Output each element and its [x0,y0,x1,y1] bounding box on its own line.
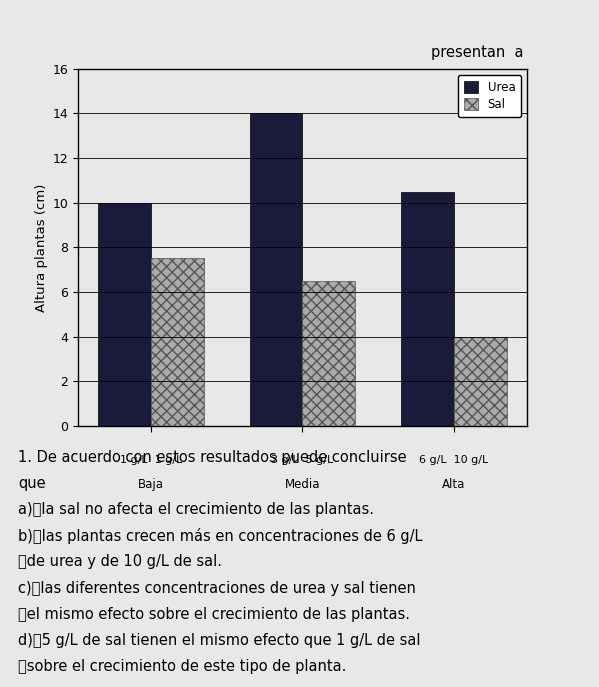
Bar [98,203,151,426]
Bar [401,192,454,426]
Bar [454,337,507,426]
Text: 1. De acuerdo con estos resultados puede concluirse: 1. De acuerdo con estos resultados puede… [18,450,407,465]
Text: el mismo efecto sobre el crecimiento de las plantas.: el mismo efecto sobre el crecimiento de … [18,607,410,622]
Text: b)	las plantas crecen más en concentraciones de 6 g/L: b) las plantas crecen más en concentraci… [18,528,422,544]
Text: sobre el crecimiento de este tipo de planta.: sobre el crecimiento de este tipo de pla… [18,659,346,674]
Text: 3 g/L  5 g/L: 3 g/L 5 g/L [271,455,334,464]
Text: Alta: Alta [442,477,465,491]
Text: 6 g/L  10 g/L: 6 g/L 10 g/L [419,455,488,464]
Text: 1 g/L  1 g/L: 1 g/L 1 g/L [120,455,182,464]
Text: a)	la sal no afecta el crecimiento de las plantas.: a) la sal no afecta el crecimiento de la… [18,502,374,517]
Text: Baja: Baja [138,477,164,491]
Text: d)	5 g/L de sal tienen el mismo efecto que 1 g/L de sal: d) 5 g/L de sal tienen el mismo efecto q… [18,633,420,648]
Bar [250,113,302,426]
Bar [151,258,204,426]
Text: que: que [18,476,46,491]
Text: presentan  a: presentan a [431,45,524,60]
Text: c)	las diferentes concentraciones de urea y sal tienen: c) las diferentes concentraciones de ure… [18,581,416,596]
Text: de urea y de 10 g/L de sal.: de urea y de 10 g/L de sal. [18,554,222,570]
Text: Media: Media [285,477,320,491]
Y-axis label: Altura plantas (cm): Altura plantas (cm) [35,183,48,311]
Bar [302,281,355,426]
Legend: Urea, Sal: Urea, Sal [458,75,521,117]
